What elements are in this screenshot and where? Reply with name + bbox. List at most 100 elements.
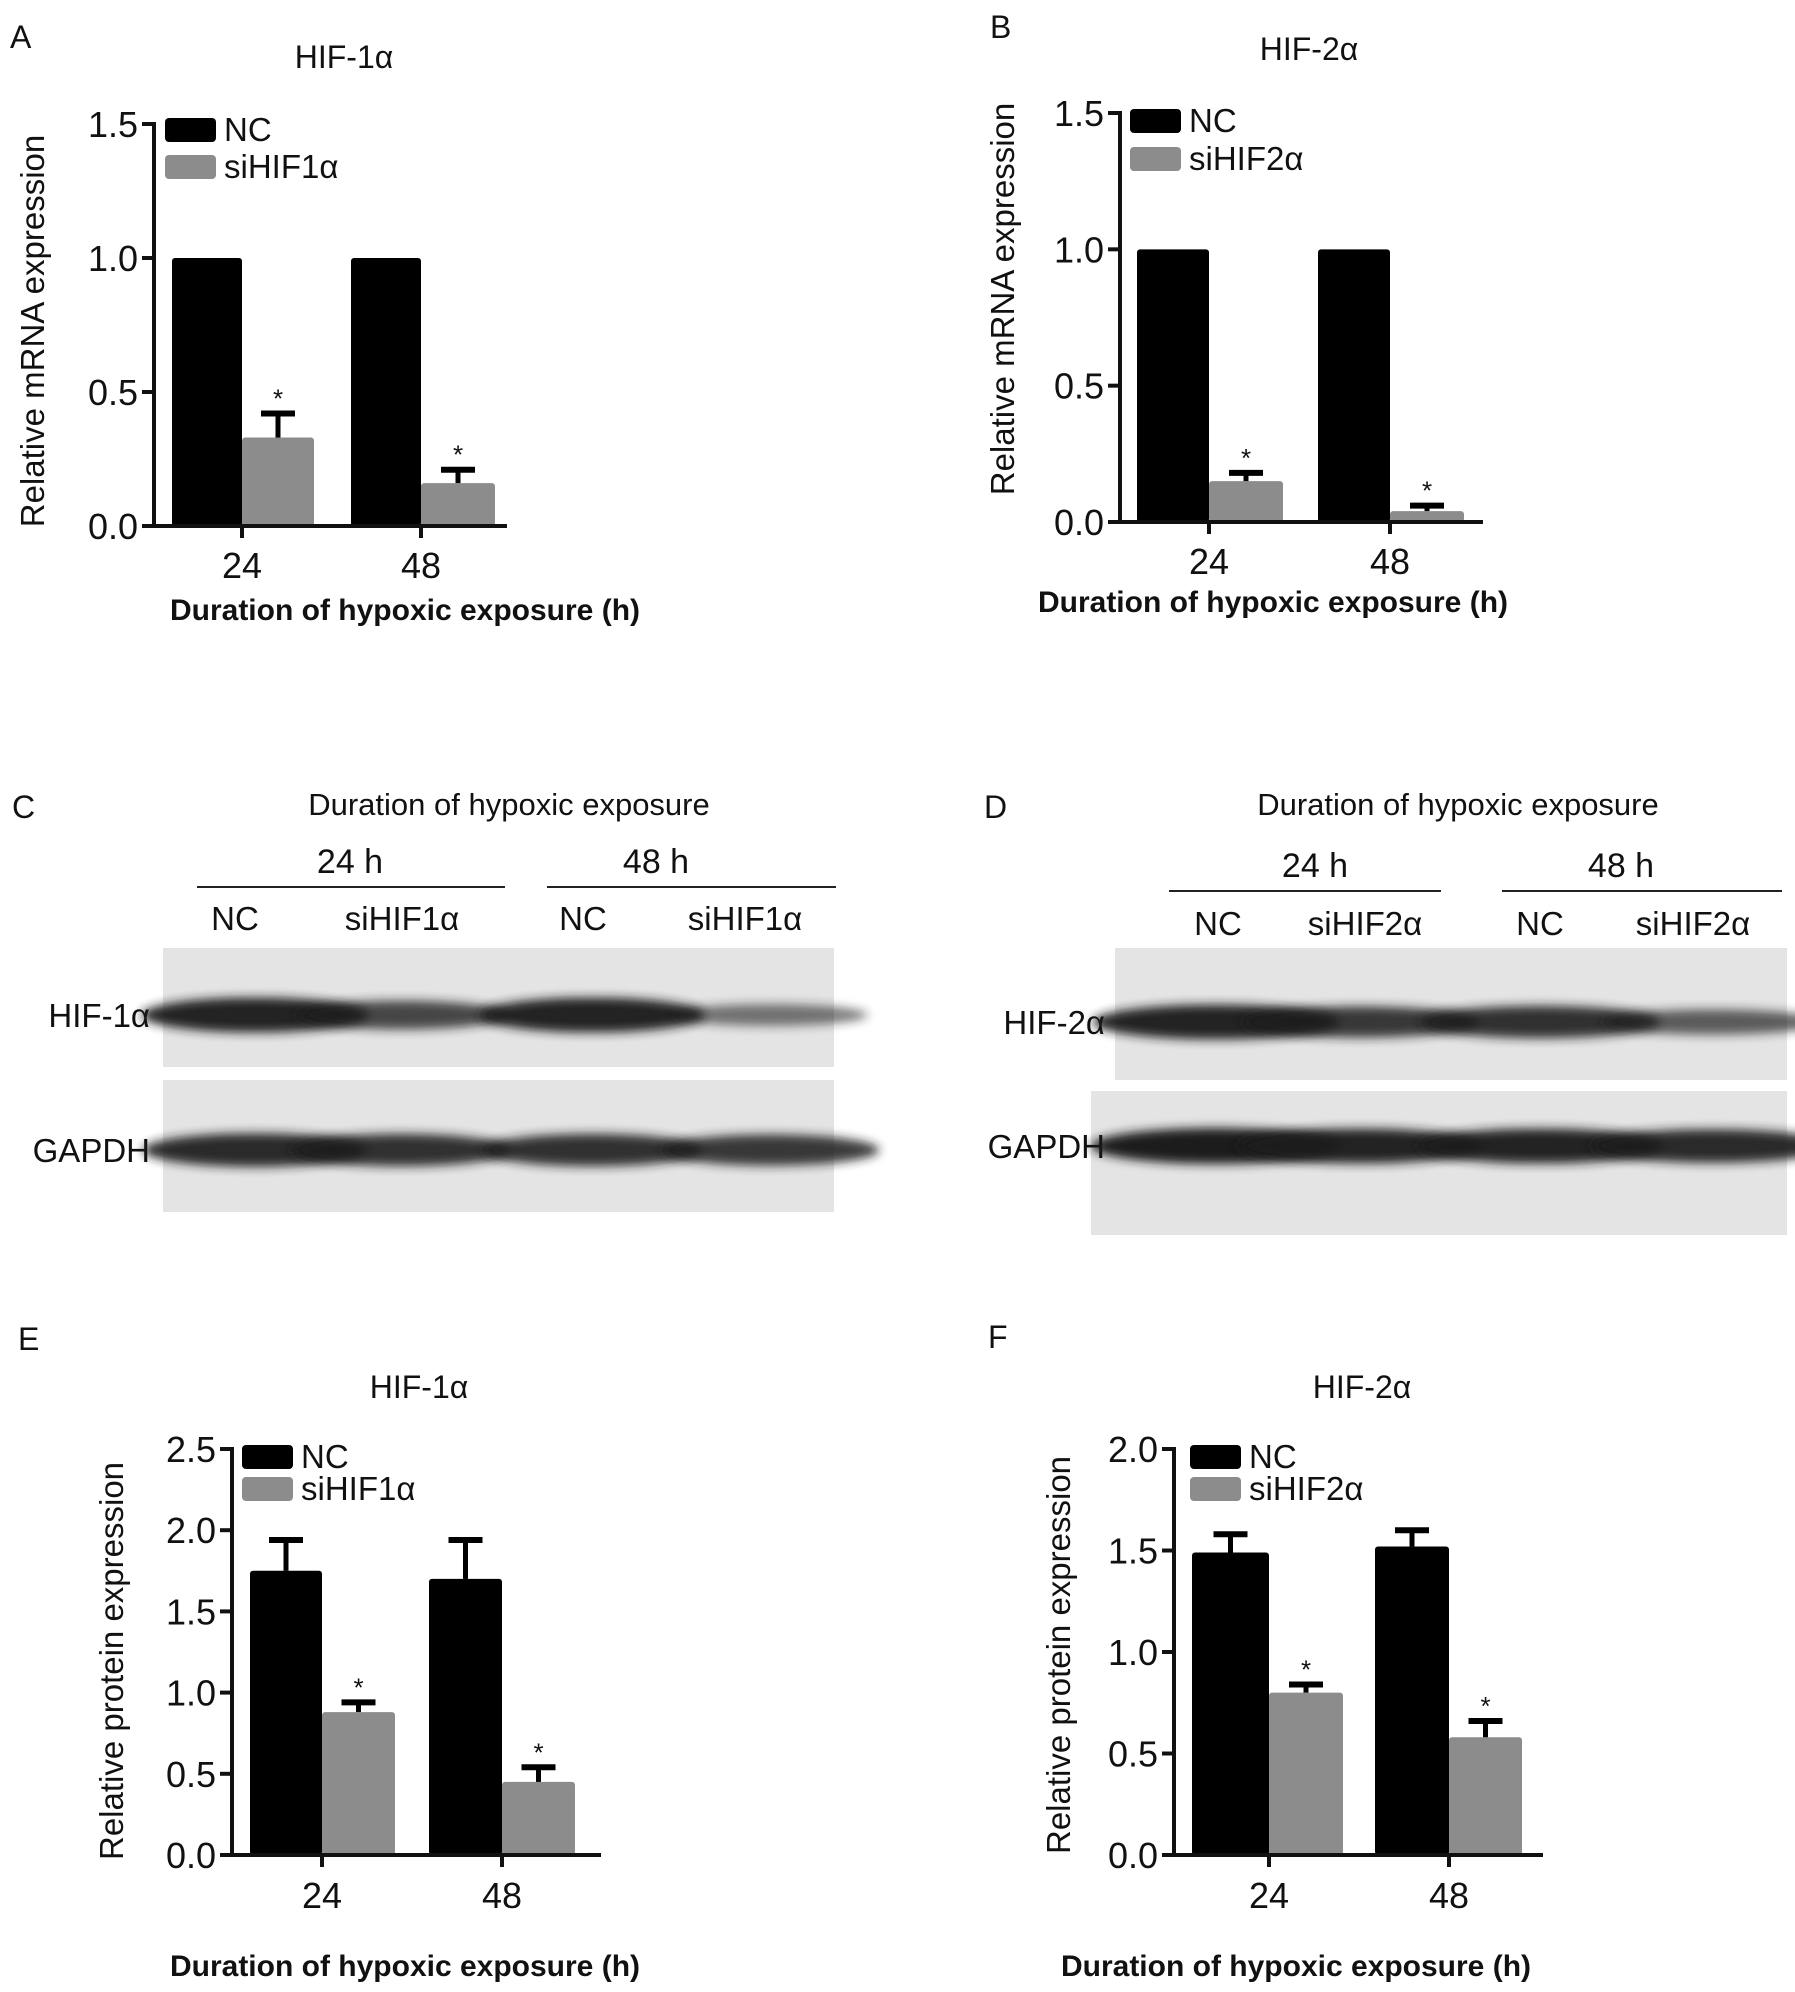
y-tick-label: 1.0	[166, 1673, 216, 1714]
significance-marker: *	[1480, 1691, 1490, 1721]
legend-label: NC	[1189, 102, 1237, 139]
y-axis-label: Relative protein expression	[93, 1462, 130, 1860]
bar-NC-48	[1318, 249, 1390, 523]
protein-band	[660, 1134, 880, 1166]
protein-band	[1416, 1128, 1664, 1164]
chart-title: HIF-2α	[1313, 1369, 1412, 1405]
panel-letter-d: D	[984, 789, 1007, 825]
protein-band	[290, 1133, 512, 1167]
y-tick-label: 1.5	[1108, 1531, 1158, 1572]
chart-panel-b: HIF-2α Relative mRNA expression Duration o…	[984, 31, 1508, 619]
legend-swatch-nc	[1190, 1445, 1241, 1469]
lane-label: NC	[559, 900, 607, 937]
protein-band	[1419, 1005, 1661, 1039]
lane-label: NC	[1516, 905, 1564, 942]
lane-label: NC	[211, 900, 259, 937]
y-tick-label: 1.0	[88, 238, 138, 279]
western-blot-panel-c: Duration of hypoxic exposure 24 h 48 h NC si…	[33, 787, 880, 1212]
group-label: 24 h	[317, 843, 383, 881]
blot-row-label: GAPDH	[33, 1132, 150, 1169]
y-axis-label: Relative protein expression	[1040, 1456, 1077, 1854]
bar-siHIF1α-48	[421, 483, 495, 526]
western-blot-panel-d: Duration of hypoxic exposure 24 h 48 h NC si…	[988, 787, 1795, 1235]
legend-swatch-si	[242, 1477, 293, 1501]
chart-title: HIF-2α	[1260, 31, 1359, 67]
y-tick-label: 2.5	[166, 1429, 216, 1470]
x-tick-label: 24	[1249, 1875, 1289, 1916]
panel-letter-f: F	[988, 1319, 1008, 1355]
significance-marker: *	[533, 1737, 543, 1767]
panel-letter-e: E	[18, 1321, 39, 1357]
legend-label: siHIF2α	[1189, 140, 1303, 177]
y-axis-label: Relative mRNA expression	[14, 135, 51, 528]
group-label: 48 h	[1588, 847, 1654, 885]
bar-NC-48	[1375, 1546, 1449, 1855]
y-tick-label: 1.0	[1054, 229, 1104, 270]
lane-label: siHIF2α	[1636, 905, 1750, 942]
legend-label: NC	[224, 111, 272, 148]
significance-marker: *	[1301, 1654, 1311, 1684]
bar-siHIF1α-24	[242, 437, 314, 526]
x-axis-label: Duration of hypoxic exposure (h)	[1038, 586, 1508, 619]
y-tick-label: 0.0	[88, 506, 138, 547]
protein-band	[1590, 1129, 1795, 1163]
y-axis-label: Relative mRNA expression	[984, 103, 1021, 496]
bar-siHIF2α-24	[1269, 1692, 1343, 1855]
blot-row-label: HIF-1α	[48, 997, 150, 1034]
x-tick-label: 48	[1370, 541, 1410, 582]
y-tick-label: 0.0	[166, 1835, 216, 1876]
lane-label: NC	[1194, 905, 1242, 942]
y-tick-label: 0.5	[1108, 1734, 1158, 1775]
x-axis-label: Duration of hypoxic exposure (h)	[170, 1950, 640, 1983]
y-tick-label: 2.0	[166, 1510, 216, 1551]
significance-marker: *	[273, 383, 283, 413]
legend-label: NC	[301, 1438, 349, 1475]
legend-label: siHIF1α	[224, 148, 338, 185]
y-tick-label: 0.0	[1108, 1835, 1158, 1876]
y-tick-label: 0.5	[1054, 366, 1104, 407]
protein-band	[478, 997, 706, 1033]
x-tick-label: 48	[1429, 1875, 1469, 1916]
bar-NC-24	[172, 258, 242, 526]
bar-siHIF2α-24	[1209, 481, 1283, 522]
y-tick-label: 0.5	[88, 372, 138, 413]
bar-siHIF1α-48	[502, 1781, 575, 1855]
blot-header: Duration of hypoxic exposure	[308, 787, 710, 822]
protein-band	[1241, 1006, 1479, 1038]
chart-panel-e: HIF-1α Relative protein expression Duratio…	[93, 1369, 640, 1983]
group-label: 48 h	[623, 843, 689, 881]
protein-band	[672, 1004, 868, 1026]
significance-marker: *	[453, 440, 463, 470]
panel-letter-b: B	[990, 9, 1011, 45]
legend-label: siHIF2α	[1249, 1470, 1363, 1507]
legend-swatch-nc	[242, 1445, 293, 1469]
legend-swatch-nc	[1130, 109, 1181, 133]
y-tick-label: 1.5	[88, 104, 138, 145]
x-axis-label: Duration of hypoxic exposure (h)	[170, 594, 640, 627]
lane-label: siHIF1α	[688, 900, 802, 937]
y-tick-label: 0.5	[166, 1754, 216, 1795]
significance-marker: *	[1422, 476, 1432, 506]
legend-swatch-si	[165, 155, 216, 179]
significance-marker: *	[1241, 443, 1251, 473]
bar-siHIF2α-48	[1390, 511, 1464, 522]
x-tick-label: 48	[482, 1875, 522, 1916]
lane-label: siHIF1α	[345, 900, 459, 937]
blot-row-label: HIF-2α	[1003, 1004, 1105, 1041]
bar-NC-24	[1137, 249, 1209, 523]
x-tick-label: 48	[401, 545, 441, 586]
lane-label: siHIF2α	[1308, 905, 1422, 942]
legend-swatch-si	[1130, 147, 1181, 171]
legend-label: siHIF1α	[301, 1470, 415, 1507]
y-tick-label: 1.5	[166, 1591, 216, 1632]
y-tick-label: 0.0	[1054, 502, 1104, 543]
legend-swatch-nc	[165, 118, 216, 142]
significance-marker: *	[353, 1672, 363, 1702]
x-axis-label: Duration of hypoxic exposure (h)	[1061, 1950, 1531, 1983]
y-tick-label: 2.0	[1108, 1429, 1158, 1470]
chart-title: HIF-1α	[295, 39, 394, 75]
legend-swatch-si	[1190, 1477, 1241, 1501]
y-tick-label: 1.0	[1108, 1632, 1158, 1673]
blot-row-label: GAPDH	[988, 1128, 1105, 1165]
legend-label: NC	[1249, 1438, 1297, 1475]
